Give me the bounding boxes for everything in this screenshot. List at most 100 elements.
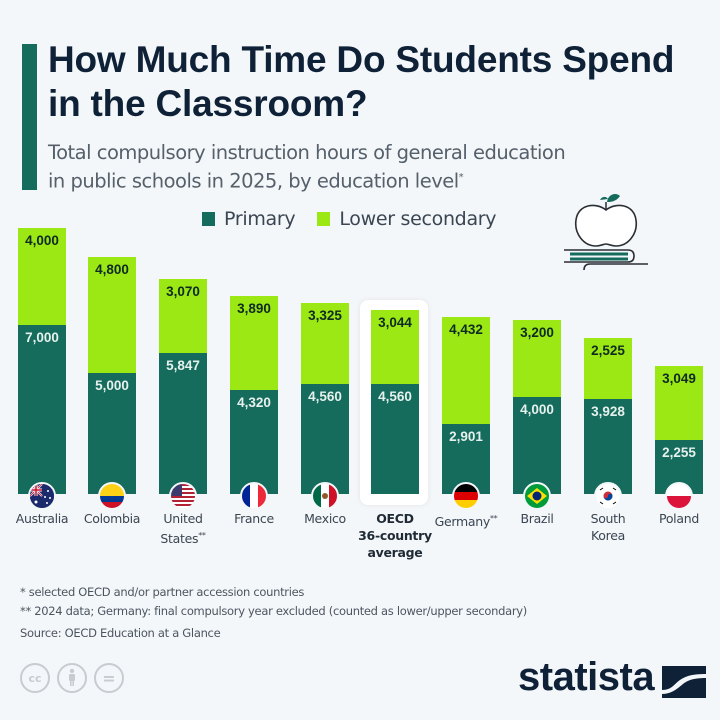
value-label-primary: 4,560 <box>308 389 342 404</box>
category-label-poland: Poland <box>639 510 719 527</box>
bar-segment-primary <box>88 373 136 494</box>
label-text: Germany <box>434 514 491 530</box>
value-label-lower-secondary: 4,432 <box>449 322 483 337</box>
label-text: South <box>590 511 626 526</box>
bar-segment-primary <box>18 325 66 494</box>
label-text: Brazil <box>520 511 554 526</box>
value-label-lower-secondary: 3,890 <box>237 301 271 316</box>
value-label-lower-secondary: 3,070 <box>166 284 200 299</box>
value-label-primary: 5,000 <box>95 378 129 393</box>
legend-swatch-primary <box>202 212 215 226</box>
value-label-primary: 3,928 <box>591 404 625 419</box>
flag-mexico-icon <box>311 482 339 510</box>
label-text: Poland <box>659 511 699 526</box>
flag-france-icon <box>240 482 268 510</box>
source-note: Source: OECD Education at a Glance <box>20 626 221 640</box>
label-text: Mexico <box>304 511 346 526</box>
category-label-colombia: Colombia <box>72 510 152 527</box>
footnote-mark: ** <box>489 514 498 523</box>
value-label-lower-secondary: 2,525 <box>591 343 625 358</box>
bar-united-states[interactable]: 3,070 5,847 <box>159 279 207 494</box>
bar-australia[interactable]: 4,000 7,000 <box>18 228 66 494</box>
value-label-primary: 2,255 <box>662 445 696 460</box>
bar-segment-primary <box>513 397 561 494</box>
bar-oecd-average[interactable]: 3,044 4,560 <box>371 310 419 494</box>
legend-item-lower-secondary: Lower secondary <box>317 208 497 230</box>
label-text: Korea <box>591 528 625 543</box>
category-label-oecd-average: OECD 36-country average <box>355 510 435 561</box>
value-label-lower-secondary: 3,325 <box>308 308 342 323</box>
footnote-2: ** 2024 data; Germany: final compulsory … <box>20 604 527 618</box>
bar-segment-lower-secondary <box>301 303 349 384</box>
chart-subtitle: Total compulsory instruction hours of ge… <box>48 140 688 194</box>
category-label-mexico: Mexico <box>285 510 365 527</box>
bar-segment-primary <box>159 353 207 494</box>
bar-france[interactable]: 3,890 4,320 <box>230 296 278 494</box>
bar-segment-lower-secondary <box>230 296 278 390</box>
legend: Primary Lower secondary <box>202 208 518 230</box>
bar-segment-primary <box>301 384 349 494</box>
bar-segment-lower-secondary <box>18 228 66 325</box>
flag-united-states-icon <box>169 482 197 510</box>
label-text: average <box>367 545 423 560</box>
subtitle-line-1: Total compulsory instruction hours of ge… <box>48 141 566 164</box>
value-label-lower-secondary: 3,044 <box>378 315 412 330</box>
value-label-lower-secondary: 3,200 <box>520 325 554 340</box>
footnotes: * selected OECD and/or partner accession… <box>20 583 527 643</box>
value-label-primary: 4,560 <box>378 389 412 404</box>
subtitle-footnote-mark: * <box>458 172 464 183</box>
label-text: 36-country <box>358 528 432 543</box>
label-text: United <box>163 511 203 526</box>
statista-logo-text[interactable]: statista <box>518 655 655 699</box>
label-text: OECD <box>376 511 414 526</box>
bar-germany[interactable]: 4,432 2,901 <box>442 317 490 494</box>
bar-brazil[interactable]: 3,200 4,000 <box>513 320 561 494</box>
value-label-lower-secondary: 4,800 <box>95 262 129 277</box>
bar-poland[interactable]: 3,049 2,255 <box>655 366 703 494</box>
value-label-primary: 5,847 <box>166 358 200 373</box>
flag-australia-icon <box>28 482 56 510</box>
subtitle-line-2: in public schools in 2025, by education … <box>48 169 459 193</box>
creative-commons-license[interactable]: cc = <box>20 663 131 693</box>
bar-segment-lower-secondary <box>655 366 703 440</box>
value-label-primary: 4,320 <box>237 395 271 410</box>
bar-segment-lower-secondary <box>371 310 419 384</box>
label-text: Colombia <box>83 511 141 526</box>
legend-label-lower-secondary: Lower secondary <box>339 208 497 230</box>
legend-swatch-lower-secondary <box>317 212 331 226</box>
category-label-united-states: United States** <box>143 510 223 547</box>
bar-south-korea[interactable]: 2,525 3,928 <box>584 338 632 494</box>
bar-mexico[interactable]: 3,325 4,560 <box>301 303 349 494</box>
bar-colombia[interactable]: 4,800 5,000 <box>88 257 136 494</box>
bar-segment-lower-secondary <box>513 320 561 397</box>
value-label-primary: 7,000 <box>25 330 59 345</box>
no-derivatives-icon: = <box>94 663 124 693</box>
bar-segment-lower-secondary <box>584 338 632 399</box>
category-label-australia: Australia <box>2 510 82 527</box>
legend-item-primary: Primary <box>202 208 296 230</box>
apple-on-books-icon <box>564 194 648 270</box>
legend-label-primary: Primary <box>224 208 296 230</box>
bar-segment-primary <box>230 390 278 494</box>
bar-segment-lower-secondary <box>442 317 490 424</box>
flag-poland-icon <box>665 482 693 510</box>
flag-colombia-icon <box>98 482 126 510</box>
label-text: States <box>160 531 199 547</box>
label-text: France <box>234 511 274 526</box>
value-label-lower-secondary: 3,049 <box>662 371 696 386</box>
attribution-person-icon <box>57 663 87 693</box>
bar-segment-lower-secondary <box>88 257 136 373</box>
title-accent-bar <box>22 44 37 190</box>
label-text: Australia <box>15 511 69 526</box>
value-label-primary: 2,901 <box>449 429 483 444</box>
footnote-mark: ** <box>198 531 206 540</box>
flag-south-korea-icon <box>594 482 622 510</box>
cc-icon: cc <box>20 663 50 693</box>
chart-title: How Much Time Do Students Spend in the C… <box>48 39 675 124</box>
footnote-1: * selected OECD and/or partner accession… <box>20 585 305 599</box>
statista-logo-icon[interactable] <box>662 666 706 698</box>
category-label-brazil: Brazil <box>497 510 577 527</box>
flag-germany-icon <box>452 482 480 510</box>
bar-segment-lower-secondary <box>159 279 207 353</box>
category-label-france: France <box>214 510 294 527</box>
